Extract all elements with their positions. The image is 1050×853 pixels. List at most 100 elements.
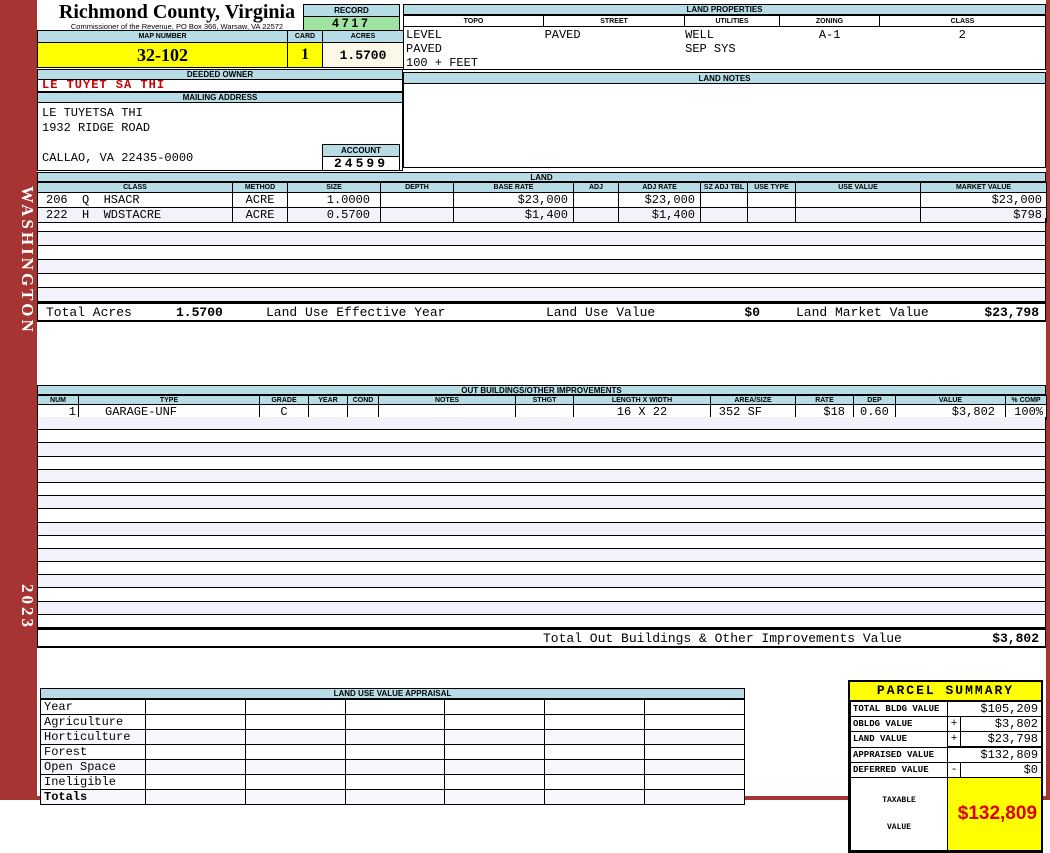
map-number-label: MAP NUMBER (37, 30, 288, 43)
summary-row: TOTAL BLDG VALUE $105,209 (850, 701, 1043, 717)
appraisal-row-label: Ineligible (40, 774, 146, 790)
total-acres-value: 1.5700 (176, 305, 223, 320)
col-header-zoning: ZONING (780, 15, 880, 27)
acres-label: ACRES (322, 30, 404, 43)
col-header-utilities: UTILITIES (685, 15, 780, 27)
col-header: RATE (795, 395, 854, 405)
land-use-appraisal-title: LAND USE VALUE APPRAISAL (40, 688, 745, 699)
col-header-class: CLASS (880, 15, 1046, 27)
account-value: 24599 (322, 157, 400, 171)
appraisal-year-row: Year (40, 699, 745, 715)
col-header: DEPTH (380, 182, 454, 193)
land-use-value-label: Land Use Value (546, 305, 656, 320)
ob-row: 1 GARAGE-UNF C 16 X 22 352 SF $18 0.60 $… (37, 404, 1047, 420)
col-header-topo: TOPO (403, 15, 544, 27)
appraisal-row: Horticulture (40, 729, 745, 745)
col-header: SZ ADJ TBL (700, 182, 748, 193)
col-header: STHGT (515, 395, 574, 405)
card-value: 1 (287, 42, 323, 68)
summary-row: OBLDG VALUE + $3,802 (850, 716, 1043, 732)
topo-values: LEVEL PAVED 100 + FEET (406, 28, 479, 70)
appraisal-row: Open Space (40, 759, 745, 775)
mailing-address-label: MAILING ADDRESS (37, 92, 403, 103)
col-header: TYPE (78, 395, 260, 405)
appraisal-row-label: Forest (40, 744, 146, 760)
district-sidebar (0, 0, 37, 800)
record-label: RECORD (303, 4, 400, 17)
col-header: METHOD (232, 182, 288, 193)
ob-header-row: NUM TYPE GRADE YEAR COND NOTES STHGT LEN… (37, 395, 1047, 405)
mailing-line: LE TUYETSA THI (42, 106, 143, 120)
card-label: CARD (287, 30, 323, 43)
col-header: VALUE (895, 395, 1006, 405)
total-acres-label: Total Acres (46, 305, 132, 320)
appraisal-row-label: Totals (40, 789, 146, 805)
land-empty-rows (37, 218, 1046, 302)
ob-empty-rows (37, 417, 1046, 628)
appraisal-row-label: Horticulture (40, 729, 146, 745)
summary-row: APPRAISED VALUE $132,809 (850, 746, 1043, 763)
record-value: 4717 (303, 17, 400, 31)
appraisal-row: Agriculture (40, 714, 745, 730)
county-title: Richmond County, Virginia (58, 1, 296, 23)
out-buildings-table: OUT BUILDINGS/OTHER IMPROVEMENTS NUM TYP… (37, 385, 1047, 420)
appraisal-totals-row: Totals (40, 789, 745, 805)
class-value: 2 (958, 28, 966, 42)
appraisal-rows: Agriculture Horticulture Forest Open Spa… (40, 714, 745, 805)
assessment-year: 2023 (18, 584, 37, 630)
ob-total-value: $3,802 (992, 631, 1039, 646)
mailing-line: CALLAO, VA 22435-0000 (42, 151, 194, 165)
county-header: Richmond County, Virginia Commissioner o… (52, 1, 302, 31)
district-name: WASHINGTON (18, 185, 37, 335)
street-value: PAVED (544, 28, 581, 42)
col-header: BASE RATE (453, 182, 574, 193)
land-notes-title: LAND NOTES (403, 72, 1046, 84)
frame-right-edge (1046, 0, 1050, 800)
account-box: ACCOUNT 24599 (322, 144, 400, 171)
taxable-value: $132,809 (946, 777, 1043, 851)
land-totals-row: Total Acres 1.5700 Land Use Effective Ye… (37, 302, 1046, 322)
land-row: 222 H WDSTACRE ACRE 0.5700 $1,400 $1,400… (37, 207, 1047, 223)
zoning-value: A-1 (818, 28, 841, 42)
col-header: CLASS (37, 182, 233, 193)
land-section-title: LAND (37, 172, 1046, 182)
record-box: RECORD 4717 (303, 4, 400, 31)
ob-total-label: Total Out Buildings & Other Improvements… (543, 631, 902, 646)
col-header: ADJ (573, 182, 619, 193)
county-office-line: Commissioner of the Revenue, PO Box 366,… (70, 22, 284, 31)
utilities-values: WELL SEP SYS (685, 28, 736, 56)
land-row: 206 Q HSACR ACRE 1.0000 $23,000 $23,000 … (37, 192, 1047, 208)
land-notes-box (403, 84, 1046, 168)
summary-row: DEFERRED VALUE - $0 (850, 762, 1043, 778)
account-label: ACCOUNT (322, 144, 400, 157)
col-header: USE VALUE (795, 182, 921, 193)
col-header: YEAR (308, 395, 348, 405)
acres-value: 1.5700 (322, 42, 404, 68)
col-header: % COMP (1005, 395, 1047, 405)
appraisal-row: Forest (40, 744, 745, 760)
land-market-value: $23,798 (984, 305, 1039, 320)
appraisal-row-label: Open Space (40, 759, 146, 775)
col-header: NUM (37, 395, 79, 405)
deeded-owner-label: DEEDED OWNER (37, 69, 403, 80)
parcel-summary-title: PARCEL SUMMARY (850, 682, 1041, 701)
map-number-value: 32-102 (37, 42, 288, 68)
col-header: GRADE (259, 395, 309, 405)
col-header: AREA/SIZE (710, 395, 796, 405)
col-header: ADJ RATE (618, 182, 701, 193)
land-market-value-label: Land Market Value (796, 305, 929, 320)
effective-year-label: Land Use Effective Year (266, 305, 446, 320)
col-header: LENGTH X WIDTH (573, 395, 711, 405)
col-header: COND (347, 395, 379, 405)
ob-totals-row: Total Out Buildings & Other Improvements… (37, 628, 1046, 648)
taxable-label: TAXABLE VALUE (850, 777, 948, 851)
col-header: SIZE (287, 182, 381, 193)
parcel-summary: PARCEL SUMMARY TOTAL BLDG VALUE $105,209… (848, 680, 1043, 853)
taxable-value-row: TAXABLE VALUE $132,809 (850, 777, 1043, 851)
col-header: DEP (853, 395, 896, 405)
land-use-value: $0 (744, 305, 760, 320)
summary-row: LAND VALUE + $23,798 (850, 731, 1043, 748)
land-header-row: CLASS METHOD SIZE DEPTH BASE RATE ADJ AD… (37, 182, 1047, 193)
col-header: NOTES (378, 395, 516, 405)
deeded-owner-value: LE TUYET SA THI (37, 79, 403, 92)
